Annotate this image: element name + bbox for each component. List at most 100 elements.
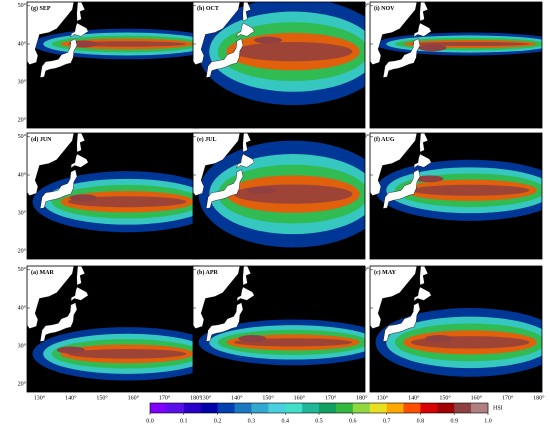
colorbar-cell — [319, 403, 337, 413]
map-content — [370, 266, 542, 392]
colorbar-cell — [150, 403, 168, 413]
panel-frame — [192, 265, 366, 393]
colorbar-tick-label: 0.8 — [417, 418, 425, 424]
colorbar-cell — [302, 403, 320, 413]
panel-label: (i) NOV — [374, 5, 395, 12]
land — [70, 22, 89, 38]
land — [236, 22, 255, 38]
map-content — [193, 2, 365, 128]
land — [193, 133, 241, 196]
x-tick-label: 160° — [128, 394, 140, 401]
colorbar-cell — [217, 403, 235, 413]
map-content — [193, 266, 365, 392]
map-panel: (f) AUG 50° — [361, 132, 543, 260]
colorbar-cell — [335, 403, 354, 413]
map-content — [27, 2, 199, 128]
habitat-core — [69, 194, 98, 202]
map-panel: (d) JUN 20° 30° 40° 50° — [18, 132, 200, 260]
panel-label-bg — [195, 268, 225, 276]
colorbar-cell — [200, 403, 218, 413]
y-tick-label: 30° — [18, 210, 27, 217]
panel-frame — [369, 1, 543, 129]
colorbar-tick-label: 0.9 — [450, 418, 458, 424]
x-tick-label: 140° — [231, 394, 243, 401]
land — [27, 266, 75, 329]
x-tick-label: 150° — [439, 394, 451, 401]
map-panel: (a) MAR 20° 30° 40° 50° 130° 140° 150° 160° 170° 1… — [18, 265, 202, 401]
land — [370, 266, 418, 329]
map-panel: (c) MAY 50° 130° 140° 150° 160° 170° 180° — [361, 265, 545, 401]
panel-frame — [192, 1, 366, 129]
colorbar-cell — [251, 403, 269, 413]
map-panel: (g) SEP 20° 30° 40° 50° — [18, 1, 200, 129]
colorbar-cell — [352, 403, 370, 413]
x-tick-label: 170° — [159, 394, 171, 401]
x-tick-label: 160° — [294, 394, 306, 401]
land — [413, 286, 432, 302]
panel-label: (g) SEP — [31, 5, 51, 12]
colorbar-cell — [420, 403, 438, 413]
x-tick-label: 130° — [377, 394, 389, 401]
colorbar-cell — [268, 403, 286, 413]
habitat-core — [254, 36, 283, 44]
panel-label-bg — [29, 135, 59, 143]
colorbar-cell — [437, 403, 455, 413]
land — [419, 133, 429, 153]
panel-label: (b) APR — [197, 269, 219, 276]
land — [382, 302, 421, 342]
panel-label: (d) JUN — [31, 136, 52, 143]
land — [242, 133, 252, 153]
colorbar-cell — [234, 403, 252, 413]
land — [27, 2, 75, 65]
land — [70, 153, 89, 169]
colorbar-cell — [285, 403, 303, 413]
panel-label: (h) OCT — [197, 5, 219, 12]
land — [382, 38, 421, 78]
land — [370, 2, 418, 65]
habitat-band — [233, 184, 353, 204]
land — [413, 22, 432, 38]
habitat-core — [238, 335, 267, 343]
land — [236, 286, 255, 302]
map-panel: (i) NOV 50° — [361, 1, 543, 129]
colorbar-tick-label: 0.1 — [180, 418, 188, 424]
habitat-core — [56, 346, 85, 354]
land — [382, 169, 421, 209]
land — [39, 302, 78, 342]
panel-label-bg — [29, 4, 59, 12]
y-tick-label: 30° — [18, 79, 27, 86]
colorbar-cell — [471, 403, 489, 413]
map-panel: (h) OCT 50° — [184, 1, 366, 129]
map-content — [370, 2, 542, 128]
land — [193, 266, 241, 329]
colorbar-title: HSI — [493, 405, 503, 411]
y-tick-label: 50° — [18, 133, 27, 140]
panel-label: (a) MAR — [31, 269, 54, 276]
land — [205, 169, 244, 209]
colorbar-cell — [454, 403, 472, 413]
x-tick-label: 180° — [356, 394, 368, 401]
panel-frame — [369, 265, 543, 393]
panel-frame — [369, 132, 543, 260]
land — [370, 133, 418, 196]
land — [39, 169, 78, 209]
y-tick-label: 50° — [184, 2, 193, 9]
x-tick-label: 150° — [96, 394, 108, 401]
x-tick-label: 160° — [471, 394, 483, 401]
x-tick-label: 170° — [502, 394, 514, 401]
y-tick-label: 40° — [18, 304, 27, 311]
panel-label-bg — [195, 135, 225, 143]
panel-label: (c) MAY — [374, 269, 397, 276]
land — [242, 2, 252, 22]
y-tick-label: 50° — [361, 133, 370, 140]
land — [205, 302, 244, 342]
x-tick-label: 130° — [200, 394, 212, 401]
colorbar-cell — [369, 403, 387, 413]
colorbar-cell — [403, 403, 421, 413]
habitat-band — [67, 349, 187, 359]
habitat-core — [247, 186, 276, 194]
colorbar-cell — [386, 403, 404, 413]
land — [70, 286, 89, 302]
y-tick-label: 50° — [18, 2, 27, 9]
